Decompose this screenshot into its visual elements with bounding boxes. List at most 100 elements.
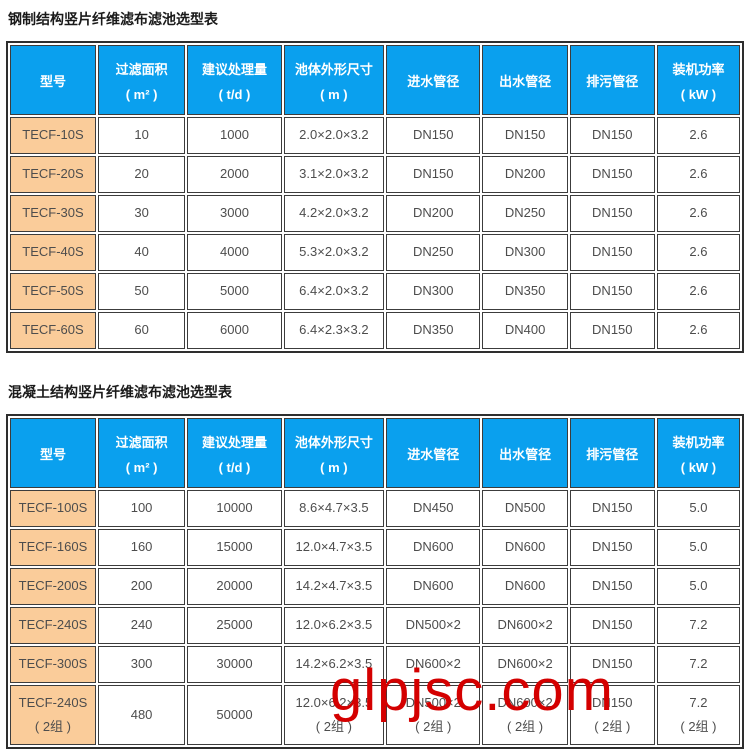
column-header-outlet: 出水管径 bbox=[482, 418, 568, 488]
data-cell: 7.2 ( 2组 ) bbox=[656, 685, 740, 745]
data-cell: 2.6 bbox=[656, 156, 740, 193]
model-cell: TECF-200S bbox=[10, 568, 96, 605]
column-label: 装机功率 bbox=[672, 434, 725, 450]
column-unit: ( t/d ) bbox=[218, 86, 251, 102]
column-header-filter-area: 过滤面积 ( m² ) bbox=[97, 45, 186, 115]
data-cell: DN600 bbox=[385, 529, 481, 566]
model-cell: TECF-240S ( 2组 ) bbox=[10, 685, 96, 745]
data-cell: 8.6×4.7×3.5 bbox=[283, 490, 384, 527]
model-cell: TECF-240S bbox=[10, 607, 96, 644]
column-header-inlet: 进水管径 bbox=[385, 418, 481, 488]
column-label: 池体外形尺寸 bbox=[294, 434, 373, 450]
data-cell: 25000 bbox=[187, 607, 282, 644]
data-cell: 6.4×2.3×3.2 bbox=[283, 312, 384, 349]
column-header-capacity: 建议处理量 ( t/d ) bbox=[187, 418, 282, 488]
data-cell: 60 bbox=[97, 312, 186, 349]
column-unit: ( kW ) bbox=[680, 86, 717, 102]
data-cell: 200 bbox=[97, 568, 186, 605]
column-label: 进水管径 bbox=[407, 73, 460, 89]
data-cell: DN150 bbox=[569, 234, 655, 271]
data-cell: DN600 bbox=[482, 568, 568, 605]
data-cell: DN500 bbox=[482, 490, 568, 527]
column-label: 池体外形尺寸 bbox=[294, 61, 373, 77]
column-label: 过滤面积 bbox=[115, 434, 168, 450]
table-row: TECF-160S 160 15000 12.0×4.7×3.5 DN600 D… bbox=[10, 529, 740, 566]
data-cell: 2.6 bbox=[656, 117, 740, 154]
model-cell: TECF-60S bbox=[10, 312, 96, 349]
data-cell: DN200 bbox=[482, 156, 568, 193]
column-unit: ( m² ) bbox=[125, 459, 158, 475]
column-header-drain: 排污管径 bbox=[569, 45, 655, 115]
data-cell: 100 bbox=[97, 490, 186, 527]
column-label: 型号 bbox=[39, 446, 66, 462]
column-header-capacity: 建议处理量 ( t/d ) bbox=[187, 45, 282, 115]
column-label: 建议处理量 bbox=[201, 61, 267, 77]
data-cell: DN500×2 ( 2组 ) bbox=[385, 685, 481, 745]
data-cell: DN350 bbox=[385, 312, 481, 349]
data-cell: DN150 bbox=[569, 273, 655, 310]
data-cell: 480 bbox=[97, 685, 186, 745]
header-row: 型号 过滤面积 ( m² ) 建议处理量 ( t/d ) 池体外形尺寸 ( m ) 进… bbox=[10, 45, 740, 115]
column-label: 进水管径 bbox=[407, 446, 460, 462]
column-header-outlet: 出水管径 bbox=[482, 45, 568, 115]
table-row: TECF-100S 100 10000 8.6×4.7×3.5 DN450 DN… bbox=[10, 490, 740, 527]
table-row: TECF-50S 50 5000 6.4×2.0×3.2 DN300 DN350… bbox=[10, 273, 740, 310]
column-unit: ( m ) bbox=[320, 459, 348, 475]
data-cell: 5000 bbox=[187, 273, 282, 310]
column-label: 排污管径 bbox=[586, 73, 639, 89]
data-cell: 3000 bbox=[187, 195, 282, 232]
table2-title: 混凝土结构竖片纤维滤布滤池选型表 bbox=[8, 384, 232, 400]
table-row: TECF-240S ( 2组 ) 480 50000 12.0×6.2×3.5 … bbox=[10, 685, 740, 745]
column-header-filter-area: 过滤面积 ( m² ) bbox=[97, 418, 186, 488]
data-cell: DN300 bbox=[482, 234, 568, 271]
data-cell: DN150 bbox=[569, 195, 655, 232]
table-row: TECF-20S 20 2000 3.1×2.0×3.2 DN150 DN200… bbox=[10, 156, 740, 193]
data-cell: 5.0 bbox=[656, 529, 740, 566]
model-cell: TECF-100S bbox=[10, 490, 96, 527]
data-cell: 14.2×6.2×3.5 bbox=[283, 646, 384, 683]
data-cell: 2.6 bbox=[656, 312, 740, 349]
data-cell: 20 bbox=[97, 156, 186, 193]
data-cell: 240 bbox=[97, 607, 186, 644]
table-row: TECF-200S 200 20000 14.2×4.7×3.5 DN600 D… bbox=[10, 568, 740, 605]
table-row: TECF-10S 10 1000 2.0×2.0×3.2 DN150 DN150… bbox=[10, 117, 740, 154]
table-row: TECF-40S 40 4000 5.3×2.0×3.2 DN250 DN300… bbox=[10, 234, 740, 271]
model-cell: TECF-20S bbox=[10, 156, 96, 193]
model-cell: TECF-30S bbox=[10, 195, 96, 232]
data-cell: DN150 bbox=[569, 117, 655, 154]
column-unit: ( kW ) bbox=[680, 459, 717, 475]
column-header-power: 装机功率 ( kW ) bbox=[656, 45, 740, 115]
data-cell: 7.2 bbox=[656, 646, 740, 683]
table-row: TECF-30S 30 3000 4.2×2.0×3.2 DN200 DN250… bbox=[10, 195, 740, 232]
data-cell: DN150 bbox=[569, 529, 655, 566]
data-cell: 50 bbox=[97, 273, 186, 310]
data-cell: 14.2×4.7×3.5 bbox=[283, 568, 384, 605]
steel-structure-table: 型号 过滤面积 ( m² ) 建议处理量 ( t/d ) 池体外形尺寸 ( m ) 进… bbox=[6, 41, 744, 353]
column-label: 建议处理量 bbox=[201, 434, 267, 450]
data-cell: DN400 bbox=[482, 312, 568, 349]
column-label: 排污管径 bbox=[586, 446, 639, 462]
table-row: TECF-60S 60 6000 6.4×2.3×3.2 DN350 DN400… bbox=[10, 312, 740, 349]
data-cell: 20000 bbox=[187, 568, 282, 605]
data-cell: DN600 bbox=[482, 529, 568, 566]
column-unit: ( t/d ) bbox=[218, 459, 251, 475]
data-cell: 5.0 bbox=[656, 568, 740, 605]
data-cell: 5.3×2.0×3.2 bbox=[283, 234, 384, 271]
data-cell: DN150 bbox=[385, 156, 481, 193]
model-cell: TECF-40S bbox=[10, 234, 96, 271]
data-cell: 4.2×2.0×3.2 bbox=[283, 195, 384, 232]
data-cell: 2.6 bbox=[656, 195, 740, 232]
column-header-dimensions: 池体外形尺寸 ( m ) bbox=[283, 45, 384, 115]
column-header-model: 型号 bbox=[10, 45, 96, 115]
data-cell: DN600×2 ( 2组 ) bbox=[482, 685, 568, 745]
model-cell: TECF-300S bbox=[10, 646, 96, 683]
model-cell: TECF-50S bbox=[10, 273, 96, 310]
table-row: TECF-240S 240 25000 12.0×6.2×3.5 DN500×2… bbox=[10, 607, 740, 644]
data-cell: DN150 bbox=[385, 117, 481, 154]
column-unit: ( m ) bbox=[320, 86, 348, 102]
column-header-drain: 排污管径 bbox=[569, 418, 655, 488]
column-header-model: 型号 bbox=[10, 418, 96, 488]
column-label: 装机功率 bbox=[672, 61, 725, 77]
data-cell: DN150 bbox=[482, 117, 568, 154]
